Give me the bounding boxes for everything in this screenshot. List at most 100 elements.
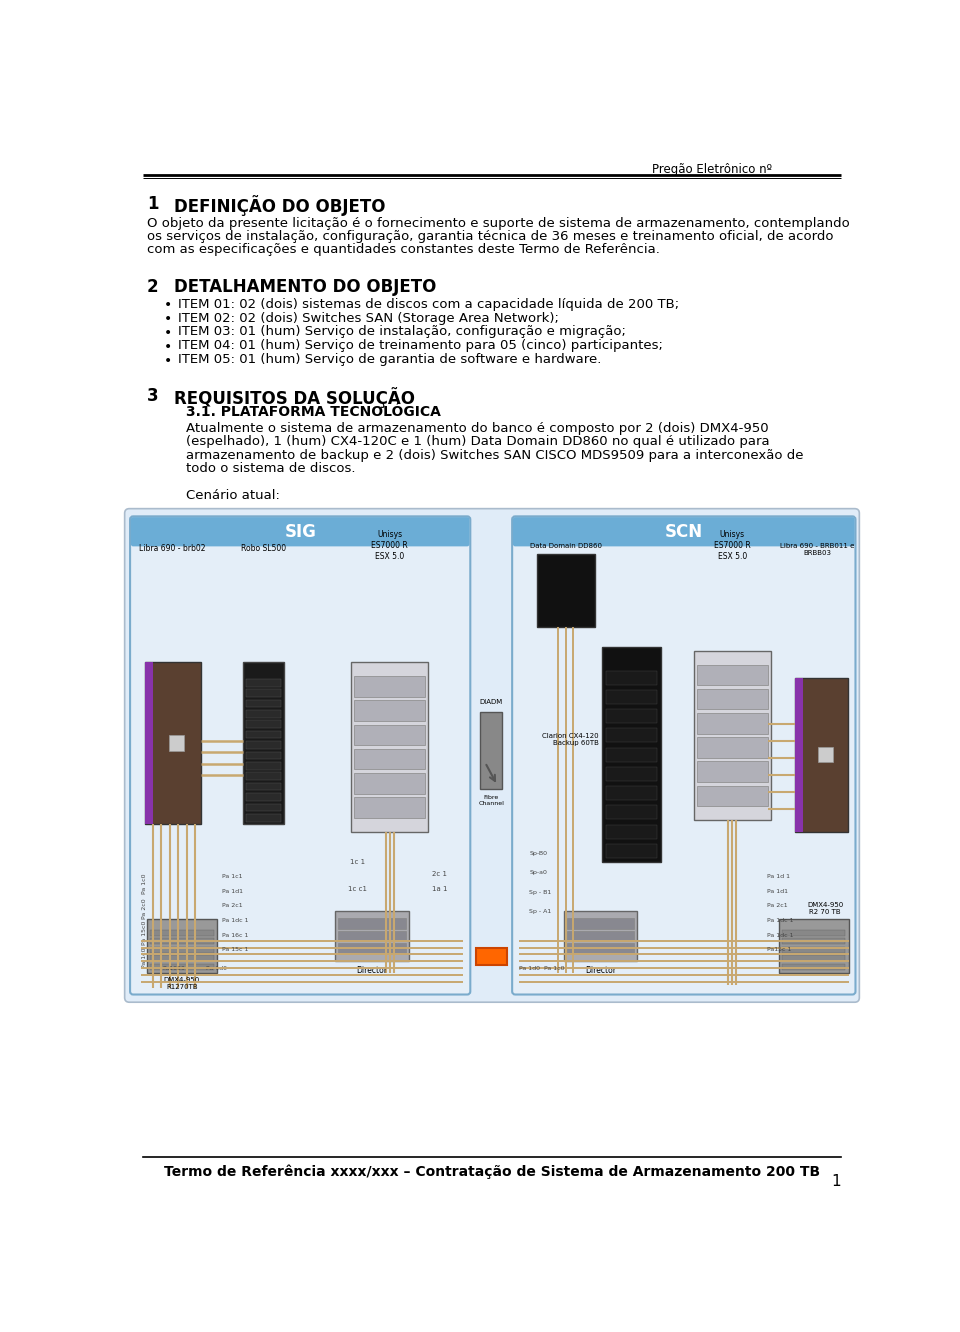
FancyBboxPatch shape <box>246 731 281 738</box>
FancyBboxPatch shape <box>606 844 658 858</box>
FancyBboxPatch shape <box>606 786 658 801</box>
FancyBboxPatch shape <box>125 509 859 1002</box>
FancyBboxPatch shape <box>354 677 425 697</box>
FancyBboxPatch shape <box>697 737 768 758</box>
FancyBboxPatch shape <box>150 955 214 962</box>
Text: Sp - A1: Sp - A1 <box>529 908 551 914</box>
Text: REQUISITOS DA SOLUÇÃO: REQUISITOS DA SOLUÇÃO <box>175 388 416 408</box>
FancyBboxPatch shape <box>150 947 214 952</box>
Text: 3: 3 <box>147 388 158 405</box>
Text: Director: Director <box>356 966 388 975</box>
Text: Pa 1c1: Pa 1c1 <box>223 874 243 879</box>
FancyBboxPatch shape <box>354 749 425 770</box>
FancyBboxPatch shape <box>130 517 470 995</box>
Text: com as especificações e quantidades constantes deste Termo de Referência.: com as especificações e quantidades cons… <box>147 242 660 256</box>
FancyBboxPatch shape <box>354 773 425 794</box>
FancyBboxPatch shape <box>606 806 658 819</box>
FancyBboxPatch shape <box>566 931 635 942</box>
Text: Unisys
ES7000 R
ESX 5.0: Unisys ES7000 R ESX 5.0 <box>372 530 408 561</box>
FancyBboxPatch shape <box>693 651 771 821</box>
FancyBboxPatch shape <box>338 943 405 954</box>
FancyBboxPatch shape <box>246 699 281 707</box>
Text: todo o sistema de discos.: todo o sistema de discos. <box>186 462 355 474</box>
FancyBboxPatch shape <box>246 751 281 759</box>
FancyBboxPatch shape <box>697 665 768 685</box>
FancyBboxPatch shape <box>476 948 507 966</box>
FancyBboxPatch shape <box>513 517 854 546</box>
FancyBboxPatch shape <box>606 767 658 781</box>
Text: 2: 2 <box>147 277 158 296</box>
Text: Pa 1dc 1: Pa 1dc 1 <box>767 918 794 923</box>
Text: Director: Director <box>585 966 616 975</box>
Text: Data Domain DD860: Data Domain DD860 <box>530 543 602 549</box>
FancyBboxPatch shape <box>145 662 153 825</box>
Text: •: • <box>164 354 172 368</box>
Text: ITEM 04: 01 (hum) Serviço de treinamento para 05 (cinco) participantes;: ITEM 04: 01 (hum) Serviço de treinamento… <box>179 340 663 352</box>
Text: Pa 2c1: Pa 2c1 <box>223 903 243 908</box>
Text: Pa 1d 1: Pa 1d 1 <box>767 874 790 879</box>
Text: Pa 1d1: Pa 1d1 <box>767 888 788 894</box>
FancyBboxPatch shape <box>243 662 283 825</box>
Text: SCN: SCN <box>664 522 703 541</box>
Text: 3.1. PLATAFORMA TECNOLÓGICA: 3.1. PLATAFORMA TECNOLÓGICA <box>186 405 441 420</box>
FancyBboxPatch shape <box>480 713 502 790</box>
FancyBboxPatch shape <box>246 721 281 729</box>
Text: ITEM 01: 02 (dois) sistemas de discos com a capacidade líquida de 200 TB;: ITEM 01: 02 (dois) sistemas de discos co… <box>179 297 680 310</box>
FancyBboxPatch shape <box>246 710 281 718</box>
Text: Cenário atual:: Cenário atual: <box>186 489 279 502</box>
Text: os serviços de instalação, configuração, garantia técnica de 36 meses e treiname: os serviços de instalação, configuração,… <box>147 230 833 242</box>
FancyBboxPatch shape <box>697 689 768 710</box>
FancyBboxPatch shape <box>697 762 768 782</box>
Text: Pa 1dc 1: Pa 1dc 1 <box>767 932 794 938</box>
Text: 1: 1 <box>831 1173 841 1189</box>
FancyBboxPatch shape <box>246 814 281 822</box>
FancyBboxPatch shape <box>354 725 425 745</box>
FancyBboxPatch shape <box>606 825 658 839</box>
FancyBboxPatch shape <box>169 735 184 751</box>
Text: Pregão Eletrônico nº ___________: Pregão Eletrônico nº ___________ <box>653 163 841 176</box>
Text: DMX4-950
R1270TB: DMX4-950 R1270TB <box>164 976 200 990</box>
FancyBboxPatch shape <box>145 662 201 825</box>
FancyBboxPatch shape <box>150 930 214 936</box>
Text: •: • <box>164 298 172 313</box>
FancyBboxPatch shape <box>779 919 849 972</box>
FancyBboxPatch shape <box>818 747 833 762</box>
FancyBboxPatch shape <box>150 964 214 970</box>
Text: Libra 690 - BRB011 e
BRBB03: Libra 690 - BRB011 e BRBB03 <box>780 542 854 555</box>
Text: Sp-a0: Sp-a0 <box>529 870 547 875</box>
FancyBboxPatch shape <box>246 679 281 686</box>
Text: ITEM 03: 01 (hum) Serviço de instalação, configuração e migração;: ITEM 03: 01 (hum) Serviço de instalação,… <box>179 325 626 338</box>
FancyBboxPatch shape <box>351 662 428 831</box>
Text: O objeto da presente licitação é o fornecimento e suporte de sistema de armazena: O objeto da presente licitação é o forne… <box>147 217 850 230</box>
Text: Pa 1d0: Pa 1d0 <box>206 967 228 971</box>
Text: Pa 1d0: Pa 1d0 <box>518 967 540 971</box>
FancyBboxPatch shape <box>338 918 405 928</box>
Text: 1: 1 <box>147 196 158 213</box>
FancyBboxPatch shape <box>147 919 217 972</box>
FancyBboxPatch shape <box>246 803 281 811</box>
FancyBboxPatch shape <box>246 762 281 770</box>
FancyBboxPatch shape <box>131 517 469 546</box>
FancyBboxPatch shape <box>697 786 768 806</box>
Text: armazenamento de backup e 2 (dois) Switches SAN CISCO MDS9509 para a interconexã: armazenamento de backup e 2 (dois) Switc… <box>186 449 804 462</box>
FancyBboxPatch shape <box>566 943 635 954</box>
Text: Atualmente o sistema de armazenamento do banco é composto por 2 (dois) DMX4-950: Atualmente o sistema de armazenamento do… <box>186 422 769 436</box>
FancyBboxPatch shape <box>246 793 281 801</box>
Text: 2c 1: 2c 1 <box>432 871 447 876</box>
Text: Pa 2c1: Pa 2c1 <box>767 903 788 908</box>
FancyBboxPatch shape <box>781 930 846 936</box>
FancyBboxPatch shape <box>606 747 658 762</box>
Text: •: • <box>164 312 172 326</box>
FancyBboxPatch shape <box>781 964 846 970</box>
FancyBboxPatch shape <box>246 689 281 697</box>
Text: Pa 1c0: Pa 1c0 <box>142 874 148 894</box>
Text: Unisys
ES7000 R
ESX 5.0: Unisys ES7000 R ESX 5.0 <box>714 530 751 561</box>
Text: DMX4-950
R2 70 TB: DMX4-950 R2 70 TB <box>807 902 844 915</box>
Text: Pa 1c0: Pa 1c0 <box>543 967 564 971</box>
Text: Sp - B1: Sp - B1 <box>529 890 551 895</box>
FancyBboxPatch shape <box>603 647 660 862</box>
FancyBboxPatch shape <box>606 690 658 703</box>
Text: Pa 1d1: Pa 1d1 <box>223 888 243 894</box>
Text: DETALHAMENTO DO OBJETO: DETALHAMENTO DO OBJETO <box>175 277 437 296</box>
Text: ITEM 05: 01 (hum) Serviço de garantia de software e hardware.: ITEM 05: 01 (hum) Serviço de garantia de… <box>179 353 602 366</box>
